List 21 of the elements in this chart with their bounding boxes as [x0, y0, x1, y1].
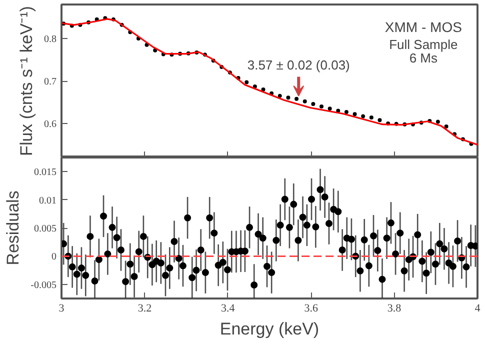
- y-tick-label: 0: [52, 252, 56, 263]
- x-tick-label: 3.8: [387, 302, 402, 314]
- y-tick-label: 0.015: [34, 167, 56, 178]
- annotation: Full Sample: [389, 36, 458, 52]
- y-tick-label: -0.005: [30, 280, 57, 291]
- y-tick-label: 0.8: [44, 34, 56, 45]
- x-tick-label: 4: [474, 302, 481, 314]
- x-tick-label: 3.6: [304, 302, 318, 314]
- x-tick-label: 3: [58, 302, 65, 314]
- y-tick-label: 0.01: [39, 195, 56, 206]
- y-tick-label: 0.6: [44, 119, 56, 130]
- y-axis-title: Flux (cnts s⁻¹ keV⁻¹): [17, 6, 36, 156]
- x-tick-label: 3.2: [138, 302, 152, 314]
- annotation: 6 Ms: [409, 50, 438, 66]
- x-axis-title: Energy (keV): [220, 320, 320, 338]
- y-axis-title: Residuals: [4, 190, 23, 266]
- y-tick-label: 0.7: [44, 76, 56, 88]
- x-tick-label: 3.4: [221, 302, 236, 314]
- annotation: 3.57 ± 0.02 (0.03): [247, 58, 350, 72]
- y-tick-label: 0.005: [34, 224, 56, 234]
- annotation: XMM - MOS: [384, 19, 462, 36]
